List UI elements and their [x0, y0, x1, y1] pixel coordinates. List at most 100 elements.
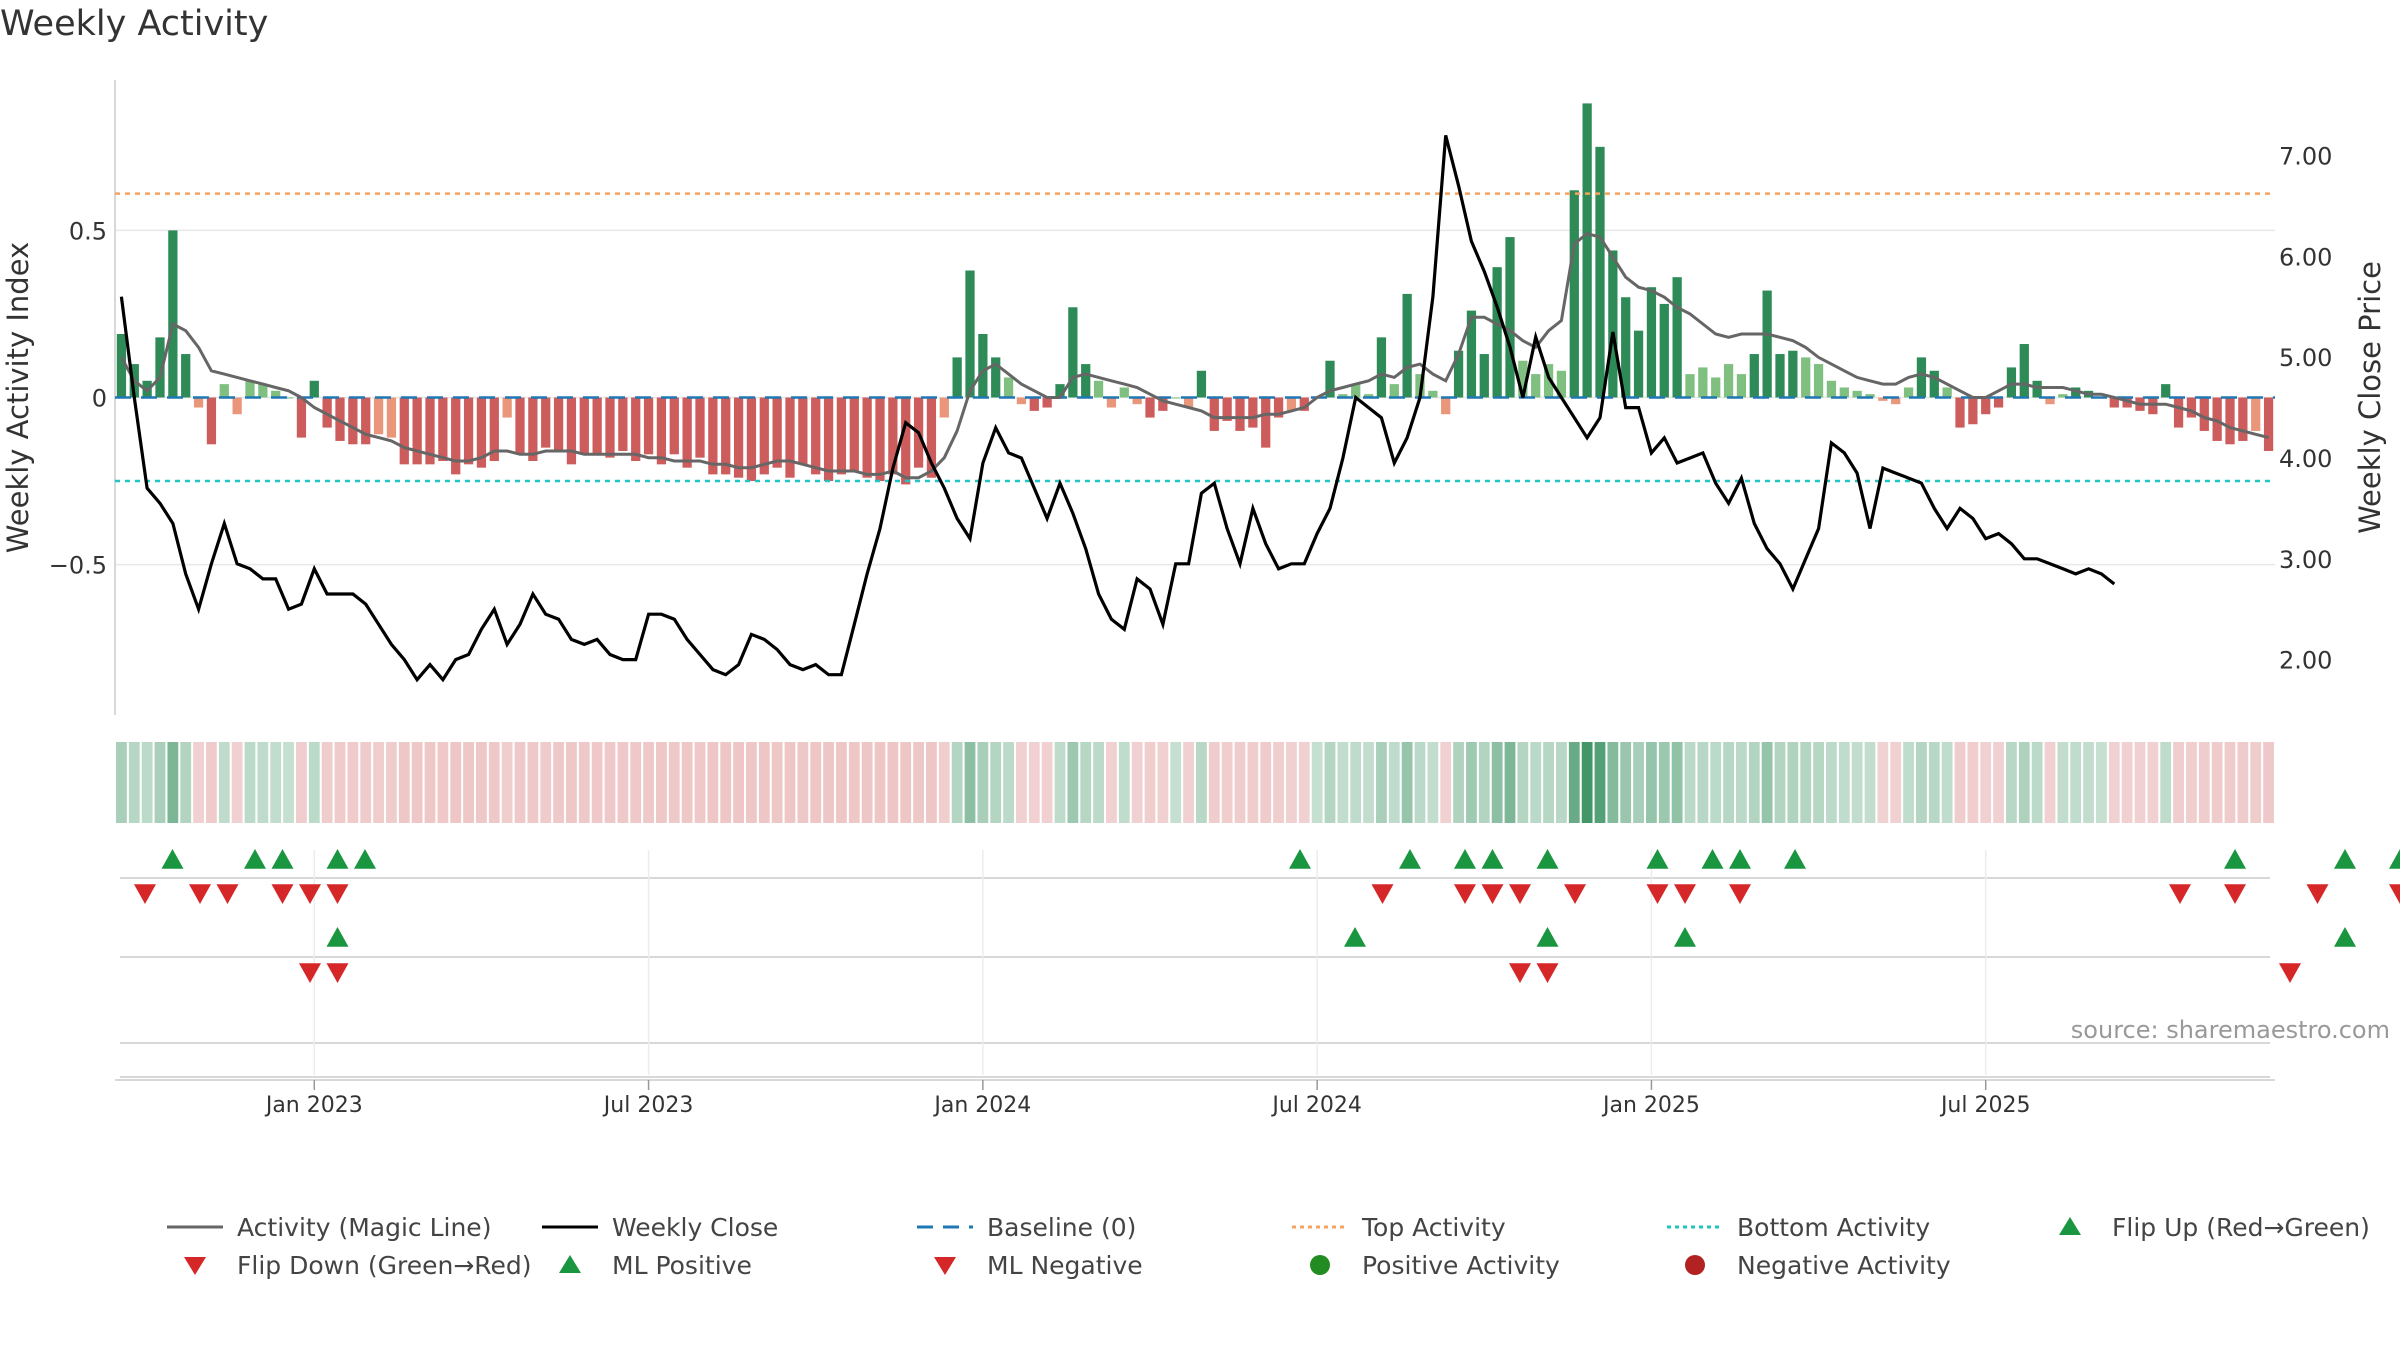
heat-cell [141, 742, 153, 823]
activity-bar [1093, 380, 1104, 398]
activity-bar [232, 397, 242, 415]
activity-bar [1055, 384, 1065, 398]
activity-bar [1248, 397, 1258, 428]
heat-cell [1183, 742, 1194, 823]
heat-cell [1813, 742, 1824, 823]
activity-bar [219, 384, 229, 398]
y-axis-left-label: Weekly Activity Index [1, 242, 35, 553]
activity-bar [811, 397, 821, 475]
flip-up-marker [1399, 849, 1421, 869]
heat-cell [2198, 742, 2210, 823]
heat-cell [540, 742, 552, 823]
activity-bar [836, 397, 847, 475]
activity-bar [566, 397, 577, 465]
activity-bar [1479, 354, 1489, 398]
activity-bar [1723, 364, 1734, 398]
source-label: source: sharemaestro.com [2070, 1016, 2390, 1044]
heat-cell [1093, 742, 1104, 823]
activity-bar [1376, 337, 1387, 398]
flip-up-marker [326, 849, 349, 869]
flip-down-marker [326, 884, 349, 904]
heat-cell [746, 742, 757, 823]
heat-cell [977, 742, 989, 823]
ml-positive-marker [326, 927, 349, 947]
heat-cell [630, 742, 642, 823]
heat-cell [797, 742, 809, 823]
y-axis-right-label: Weekly Close Price [2353, 261, 2387, 534]
activity-bar [309, 380, 319, 398]
heat-cell [578, 742, 590, 823]
flip-down-marker [2169, 884, 2191, 904]
activity-bar [1595, 146, 1605, 398]
heat-cell [1954, 742, 1966, 823]
heat-cell [2134, 742, 2146, 823]
activity-bar [193, 397, 204, 408]
activity-bar [579, 397, 589, 455]
heat-cell [938, 742, 950, 823]
legend-label: ML Positive [612, 1250, 752, 1280]
heat-cell [398, 742, 410, 823]
heat-cell [604, 742, 616, 823]
activity-bar [708, 397, 718, 475]
heat-cell [1491, 742, 1503, 823]
heat-cell [437, 742, 449, 823]
heat-cell [296, 742, 307, 823]
heat-cell [463, 742, 474, 823]
heat-cell [218, 742, 230, 823]
heat-cell [553, 742, 564, 823]
activity-bar [785, 397, 795, 478]
heat-cell [707, 742, 719, 823]
heat-cell [1838, 742, 1850, 823]
activity-bar [1428, 390, 1438, 398]
flip-down-marker [1564, 884, 1586, 904]
activity-bar [1518, 360, 1528, 398]
activity-bar [1261, 397, 1271, 448]
heat-cell [1028, 742, 1040, 823]
heat-cell [527, 742, 539, 823]
heat-cell [2237, 742, 2249, 823]
heat-cell [193, 742, 204, 823]
activity-bar [746, 397, 757, 482]
activity-bar [849, 397, 859, 472]
heat-cell [771, 742, 783, 823]
heat-cell [1003, 742, 1014, 823]
activity-bar [1698, 367, 1708, 398]
heat-cell [488, 742, 500, 823]
heat-cell [643, 742, 654, 823]
legend-dash-blue-icon [917, 1225, 973, 1229]
legend-item-bottom-activity: Bottom Activity [1665, 1212, 1930, 1242]
activity-bar [553, 397, 564, 451]
activity-bar [1711, 377, 1721, 398]
right-tick-label: 3.00 [2279, 546, 2332, 574]
flip-up-marker [244, 849, 266, 869]
activity-bar [1325, 360, 1335, 398]
activity-bar [1106, 397, 1117, 408]
flip-down-marker [1646, 884, 1669, 904]
heat-cell [2147, 742, 2159, 823]
heat-cell [1196, 742, 1207, 823]
heat-cell [2108, 742, 2120, 823]
heat-cell [1118, 742, 1130, 823]
activity-bar [2019, 344, 2029, 398]
activity-bar [1505, 237, 1515, 398]
activity-bar [643, 397, 654, 455]
activity-bar [1351, 384, 1361, 398]
heat-cell [2018, 742, 2030, 823]
heat-cell [1273, 742, 1284, 823]
heat-cell [476, 742, 487, 823]
heat-cell [2121, 742, 2133, 823]
legend-item-magic-line: Activity (Magic Line) [165, 1212, 491, 1242]
flip-up-marker [1784, 849, 1806, 869]
activity-bar [1826, 380, 1837, 398]
legend-label: Activity (Magic Line) [237, 1212, 492, 1242]
heat-cell [1928, 742, 1940, 823]
heat-cell [1761, 742, 1773, 823]
activity-bar [361, 397, 371, 445]
activity-bar [939, 397, 949, 418]
legend-item-positive-activity: Positive Activity [1290, 1250, 1560, 1280]
x-tick-label: Jan 2023 [264, 1093, 363, 1118]
flip-down-marker [2389, 884, 2400, 904]
activity-bar [1891, 397, 1901, 405]
activity-bar [1453, 350, 1464, 398]
